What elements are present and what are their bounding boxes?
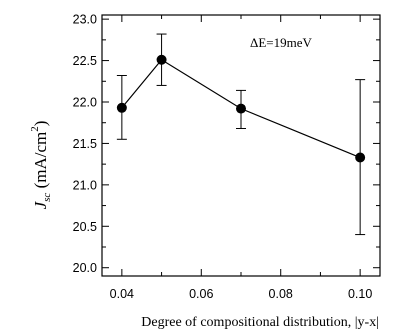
y-axis-label-subscript: sc xyxy=(41,193,53,202)
y-tick-label: 20.0 xyxy=(73,261,97,275)
series-line xyxy=(121,58,361,159)
x-tick-label: 0.08 xyxy=(269,287,293,301)
y-axis-label-unit-sup: 2 xyxy=(29,126,41,132)
data-point xyxy=(156,54,167,65)
x-tick-label: 0.04 xyxy=(110,287,134,301)
data-point xyxy=(355,152,366,163)
plot-frame xyxy=(101,14,381,277)
annotation-delta-e: ΔE=19meV xyxy=(250,35,313,50)
x-axis-label: Degree of compositional distribution, |y… xyxy=(141,315,379,330)
y-tick-label: 21.5 xyxy=(73,137,97,151)
y-axis-label-symbol: J xyxy=(31,200,50,209)
y-axis-label-unit: (mA/cm xyxy=(31,132,50,193)
y-tick-label: 22.5 xyxy=(73,54,97,68)
data-point xyxy=(116,102,127,113)
y-tick-label: 22.0 xyxy=(73,96,97,110)
y-axis-label-unit-close: ) xyxy=(31,121,50,127)
y-axis-label: Jsc (mA/cm2) xyxy=(29,121,53,210)
x-tick-label: 0.06 xyxy=(189,287,213,301)
data-point xyxy=(236,103,246,114)
y-tick-label: 21.0 xyxy=(73,178,97,192)
y-tick-label: 23.0 xyxy=(73,13,97,27)
x-tick-label: 0.10 xyxy=(348,287,372,301)
y-tick-label: 20.5 xyxy=(73,220,97,234)
